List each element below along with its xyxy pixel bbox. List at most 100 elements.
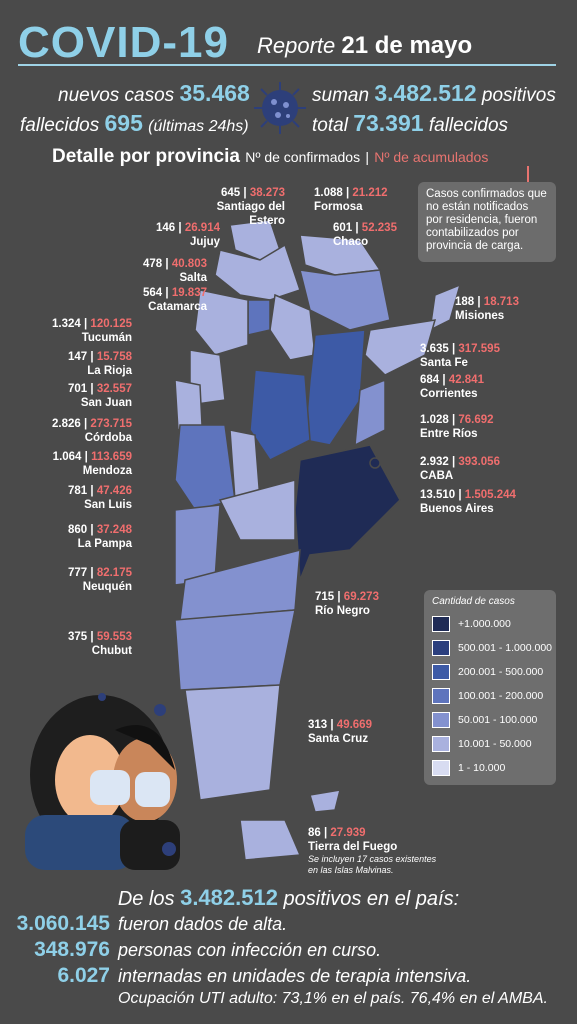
footer-intro-total: 3.482.512 [180, 885, 278, 910]
legend-swatch [432, 712, 450, 728]
province-new-cases: 478 [143, 258, 163, 270]
province-accumulated: 69.273 [343, 591, 379, 603]
province-label: 1.324 | 120.125 Tucumán [5, 317, 132, 345]
legend-swatch [432, 664, 450, 680]
province-accumulated: 52.235 [361, 222, 397, 234]
province-label: 13.510 | 1.505.244 Buenos Aires [420, 488, 516, 516]
title-divider [18, 64, 556, 66]
province-label: 3.635 | 317.595 Santa Fe [420, 342, 500, 370]
province-new-cases: 2.932 [420, 456, 449, 468]
footer-line: 348.976 personas con infección en curso. [0, 938, 381, 962]
report-date-value: 21 de mayo [341, 32, 473, 59]
province-new-cases: 684 [420, 374, 440, 386]
legend-label: 50.001 - 100.000 [458, 713, 538, 726]
legend-label: 500.001 - 1.000.000 [458, 641, 552, 654]
province-accumulated: 37.248 [96, 524, 132, 536]
province-new-cases: 777 [68, 567, 88, 579]
deaths-label: fallecidos [20, 115, 100, 136]
legend-item: +1.000.000 [432, 616, 511, 632]
province-new-cases: 3.635 [420, 343, 449, 355]
province-new-cases: 375 [68, 631, 88, 643]
province-accumulated: 15.758 [96, 351, 132, 363]
province-name: Entre Ríos [420, 428, 478, 440]
province-accumulated: 26.914 [184, 222, 220, 234]
province-accumulated: 273.715 [90, 418, 132, 430]
province-accumulated: 317.595 [458, 343, 500, 355]
province-values: 715 | 69.273 [315, 591, 379, 603]
legend-item: 100.001 - 200.000 [432, 688, 543, 704]
province-name: Formosa [314, 201, 363, 213]
new-cases-label: nuevos casos [58, 85, 175, 106]
positive-label: positivos [481, 85, 556, 106]
province-new-cases: 564 [143, 287, 163, 299]
province-label: 478 | 40.803 Salta [112, 257, 207, 285]
province-new-cases: 860 [68, 524, 88, 536]
occupancy-amba: 76,4% [409, 990, 456, 1007]
accumulated-label: Nº de acumulados [374, 149, 489, 165]
province-new-cases: 701 [68, 383, 88, 395]
province-name: Corrientes [420, 388, 478, 400]
province-label: 777 | 82.175 Neuquén [30, 566, 132, 594]
province-name: La Pampa [77, 538, 132, 550]
province-values: 146 | 26.914 [156, 222, 220, 234]
province-label: 2.826 | 273.715 Córdoba [20, 417, 132, 445]
legend-label: 10.001 - 50.000 [458, 737, 532, 750]
province-values: 777 | 82.175 [68, 567, 132, 579]
province-accumulated: 19.837 [171, 287, 207, 299]
province-label: 860 | 37.248 La Pampa [30, 523, 132, 551]
confirmed-label: Nº de confirmados [245, 149, 361, 165]
province-name: Mendoza [82, 465, 132, 477]
legend-item: 500.001 - 1.000.000 [432, 640, 552, 656]
legend: Cantidad de casos +1.000.000 500.001 - 1.… [424, 590, 556, 785]
province-name: Chubut [91, 645, 132, 657]
province-values: 86 | 27.939 [308, 827, 366, 839]
province-new-cases: 601 [333, 222, 353, 234]
detail-heading: Detalle por provincia Nº de confirmados … [52, 146, 488, 168]
province-accumulated: 42.841 [448, 374, 484, 386]
footer-number: 348.976 [34, 938, 110, 961]
detail-title: Detalle por provincia [52, 146, 240, 167]
province-accumulated: 393.056 [458, 456, 500, 468]
legend-swatch [432, 760, 450, 776]
province-values: 860 | 37.248 [68, 524, 132, 536]
legend-label: 200.001 - 500.000 [458, 665, 544, 678]
province-values: 2.932 | 393.056 [420, 456, 500, 468]
province-name: Misiones [455, 310, 505, 322]
province-name: San Juan [80, 397, 132, 409]
province-label: 701 | 32.557 San Juan [30, 382, 132, 410]
footer-text: internadas en unidades de terapia intens… [118, 966, 472, 986]
province-name: Santa Fe [420, 357, 468, 369]
legend-label: 1 - 10.000 [458, 761, 506, 774]
province-values: 147 | 15.758 [68, 351, 132, 363]
province-accumulated: 27.939 [330, 827, 366, 839]
occupancy-prefix: Ocupación UTI adulto: [118, 990, 278, 1007]
province-name: Chaco [333, 236, 369, 248]
province-values: 313 | 49.669 [308, 719, 372, 731]
report-date: Reporte 21 de mayo [257, 32, 472, 60]
province-values: 781 | 47.426 [68, 485, 132, 497]
occupancy-suffix: en el AMBA. [459, 990, 548, 1007]
province-accumulated: 18.713 [483, 296, 519, 308]
total-deaths-label: total [312, 115, 348, 136]
legend-swatch [432, 688, 450, 704]
province-label: 601 | 52.235 Chaco [333, 221, 397, 249]
province-new-cases: 1.324 [52, 318, 81, 330]
new-cases-stat: nuevos casos 35.468 [58, 80, 250, 107]
legend-title: Cantidad de casos [432, 596, 515, 607]
province-name: CABA [420, 470, 454, 482]
province-values: 1.028 | 76.692 [420, 414, 494, 426]
province-label: 375 | 59.553 Chubut [30, 630, 132, 658]
province-name: Río Negro [315, 605, 370, 617]
province-name: Tierra del Fuego [308, 841, 398, 853]
province-label: 1.028 | 76.692 Entre Ríos [420, 413, 494, 441]
province-label: 146 | 26.914 Jujuy [125, 221, 220, 249]
deaths-value: 695 [104, 110, 143, 136]
occupancy-country: 73,1% [281, 990, 328, 1007]
province-accumulated: 59.553 [96, 631, 132, 643]
province-label: 715 | 69.273 Río Negro [315, 590, 379, 618]
province-values: 478 | 40.803 [143, 258, 207, 270]
province-name: Buenos Aires [420, 503, 494, 515]
province-accumulated: 40.803 [171, 258, 207, 270]
legend-item: 10.001 - 50.000 [432, 736, 532, 752]
footer-intro-prefix: De los [117, 888, 175, 910]
